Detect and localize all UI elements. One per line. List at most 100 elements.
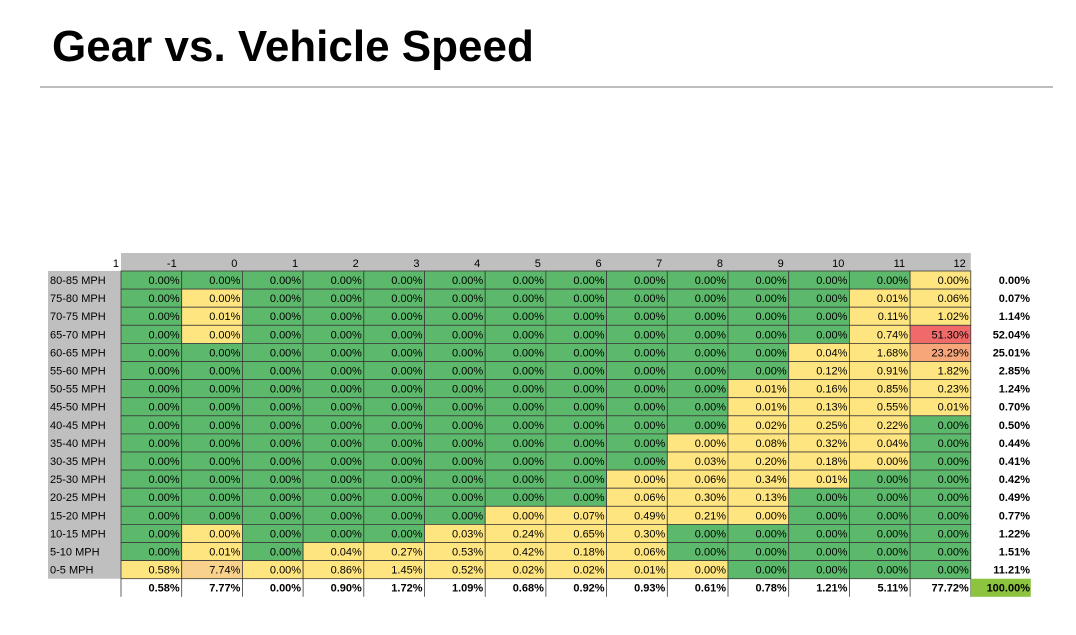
cell-value: 0.00% [695,438,726,450]
cell-value: 0.16% [816,384,847,396]
cell-value: 0.00% [573,384,604,396]
cell-value: 0.22% [877,420,908,432]
cell-value: 0.13% [816,402,847,414]
row-total: 1.24% [999,384,1030,396]
cell-value: 0.00% [877,528,908,540]
cell-value: 0.00% [331,347,362,359]
column-label: 6 [595,258,601,270]
cell-value: 0.00% [331,329,362,341]
cell-value: 0.00% [513,474,544,486]
cell-value: 0.00% [209,492,240,504]
cell-value: 0.00% [270,510,301,522]
cell-value: 0.00% [513,384,544,396]
cell-value: 0.00% [452,492,483,504]
cell-value: 0.00% [270,366,301,378]
cell-value: 0.85% [877,384,908,396]
cell-value: 0.00% [938,420,969,432]
cell-value: 0.00% [391,347,422,359]
cell-value: 0.00% [148,474,179,486]
cell-value: 0.00% [938,456,969,468]
cell-value: 0.30% [634,528,665,540]
cell-value: 0.00% [331,311,362,323]
row-label: 35-40 MPH [50,438,106,450]
cell-value: 0.00% [391,420,422,432]
grand-total-cell [970,578,1031,597]
cell-value: 0.00% [270,311,301,323]
cell-value: 0.00% [877,492,908,504]
cell-value: 0.00% [634,347,665,359]
cell-value: 0.00% [938,492,969,504]
cell-value: 0.00% [452,420,483,432]
cell-value: 0.00% [391,456,422,468]
cell-value: 0.00% [877,474,908,486]
row-total: 0.00% [999,275,1030,287]
cell-value: 0.00% [573,492,604,504]
column-label: 9 [778,258,784,270]
cell-value: 0.00% [755,510,786,522]
cell-value: 0.00% [573,402,604,414]
cell-value: 0.00% [573,420,604,432]
cell-value: 0.00% [513,329,544,341]
cell-value: 0.00% [148,311,179,323]
cell-value: 0.00% [331,474,362,486]
cell-value: 0.00% [634,366,665,378]
cell-value: 0.00% [695,347,726,359]
cell-value: 0.00% [755,366,786,378]
cell-value: 0.00% [148,456,179,468]
cell-value: 0.34% [755,474,786,486]
cell-value: 0.00% [331,492,362,504]
cell-value: 0.00% [452,402,483,414]
row-total: 0.50% [999,420,1030,432]
cell-value: 0.00% [634,293,665,305]
cell-value: 0.04% [816,347,847,359]
row-total: 0.42% [999,474,1030,486]
cell-value: 0.00% [695,565,726,577]
column-label: 12 [954,258,966,270]
cell-value: 0.18% [573,547,604,559]
cell-value: 0.07% [573,510,604,522]
cell-value: 0.00% [148,528,179,540]
cell-value: 0.00% [755,275,786,287]
cell-value: 0.00% [270,347,301,359]
cell-value: 0.00% [573,456,604,468]
cell-value: 0.00% [816,275,847,287]
column-label: 5 [535,258,541,270]
cell-value: 0.01% [634,565,665,577]
cell-value: 0.00% [209,384,240,396]
row-total: 0.07% [999,293,1030,305]
cell-value: 0.00% [816,528,847,540]
column-total: 77.72% [931,583,969,595]
cell-value: 0.00% [270,565,301,577]
cell-value: 0.00% [938,275,969,287]
cell-value: 0.00% [391,384,422,396]
cell-value: 0.00% [391,492,422,504]
cell-value: 0.13% [755,492,786,504]
row-label: 50-55 MPH [50,384,106,396]
cell-value: 0.00% [209,528,240,540]
cell-value: 0.00% [331,275,362,287]
cell-value: 0.00% [938,474,969,486]
row-label: 55-60 MPH [50,366,106,378]
column-label: 7 [656,258,662,270]
cell-value: 0.00% [209,402,240,414]
row-total: 0.44% [999,438,1030,450]
cell-value: 0.00% [270,528,301,540]
cell-value: 0.00% [452,275,483,287]
cell-value: 0.00% [695,402,726,414]
row-total: 11.21% [993,565,1030,577]
cell-value: 0.00% [452,510,483,522]
column-label: 10 [832,258,844,270]
cell-value: 0.00% [148,384,179,396]
cell-value: 0.20% [755,456,786,468]
cell-value: 0.01% [877,293,908,305]
cell-value: 0.00% [270,384,301,396]
row-total: 0.77% [999,510,1030,522]
cell-value: 0.01% [209,311,240,323]
cell-value: 0.00% [877,510,908,522]
cell-value: 0.03% [695,456,726,468]
cell-value: 0.00% [331,420,362,432]
cell-value: 0.02% [513,565,544,577]
cell-value: 0.00% [513,456,544,468]
cell-value: 7.74% [209,565,240,577]
cell-value: 0.00% [513,366,544,378]
